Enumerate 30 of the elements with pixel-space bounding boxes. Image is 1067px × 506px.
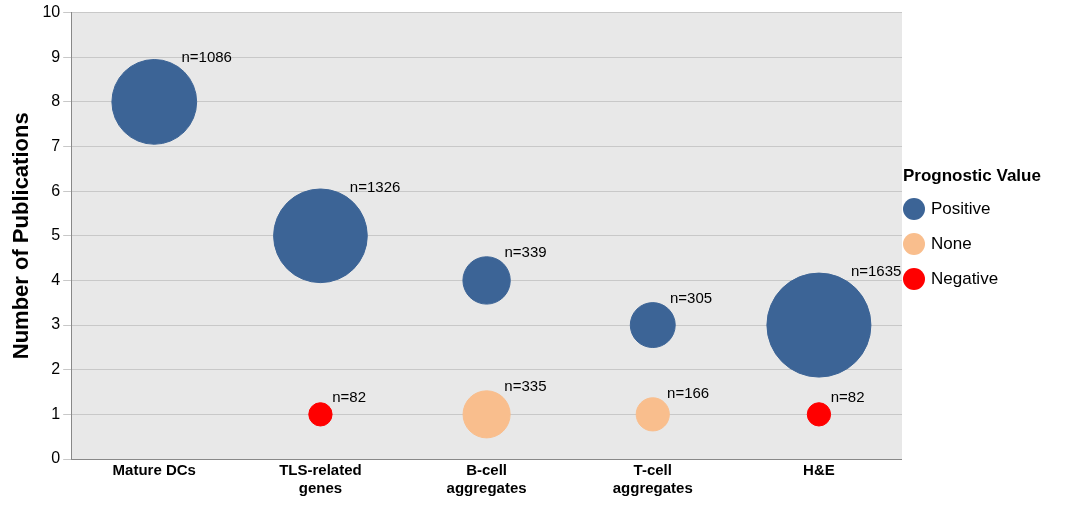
y-tick-label: 8 (51, 92, 61, 110)
legend-title: Prognostic Value (903, 166, 1041, 186)
y-tick-label: 4 (51, 270, 61, 288)
data-label: n=82 (830, 388, 865, 406)
data-label: n=1326 (349, 177, 401, 195)
x-tick-label: T-cell aggregates (612, 461, 693, 497)
y-tick-label: 10 (42, 3, 61, 21)
x-tick-label: H&E (803, 461, 835, 479)
y-tick-label: 7 (51, 136, 61, 154)
x-tick-label: TLS-related genes (279, 461, 362, 497)
y-tick-label: 9 (51, 47, 61, 65)
data-label: n=335 (504, 377, 547, 395)
y-tick-label: 6 (51, 181, 61, 199)
data-label: n=339 (504, 243, 547, 261)
legend-label: Positive (931, 199, 991, 219)
data-label: n=305 (669, 289, 713, 307)
y-tick-label: 3 (51, 315, 61, 333)
y-axis-title: Number of Publications (8, 112, 34, 360)
data-label: n=1086 (181, 47, 232, 65)
x-tick-label: B-cell aggregates (446, 461, 527, 497)
y-tick-label: 2 (51, 360, 61, 378)
y-tick-label: 0 (51, 449, 61, 467)
data-label: n=1635 (850, 262, 902, 280)
y-tick-label: 1 (51, 404, 61, 422)
data-label: n=82 (332, 388, 367, 406)
x-tick-label: Mature DCs (112, 461, 196, 479)
data-label: n=166 (667, 383, 710, 401)
legend-label: None (931, 234, 972, 254)
legend-label: Negative (931, 269, 999, 289)
y-tick-label: 5 (51, 226, 61, 244)
